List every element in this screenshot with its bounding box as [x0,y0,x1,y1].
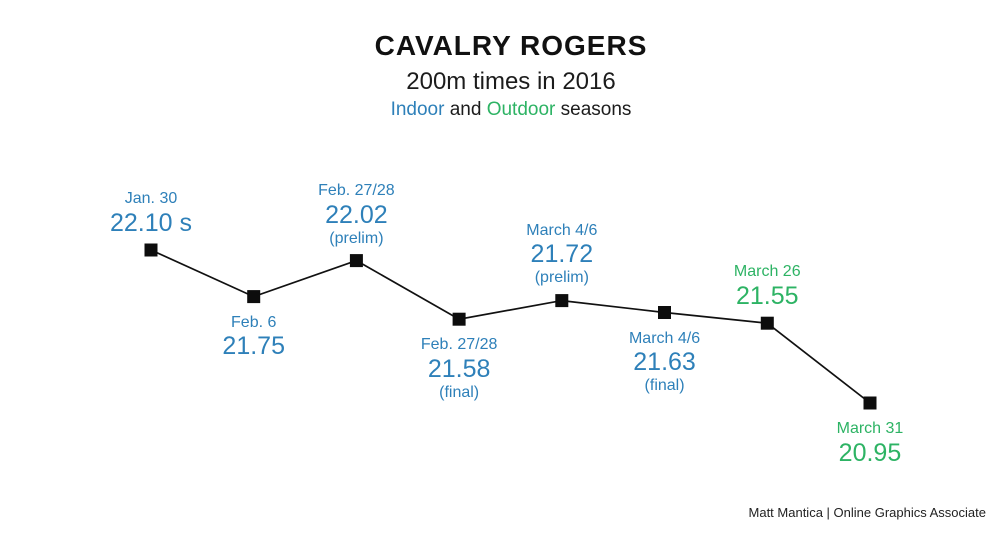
point-label: March 4/6 21.72 (prelim) [526,222,597,288]
point-label: March 26 21.55 [734,263,801,310]
outdoor-season-label: Outdoor [486,98,556,120]
point-value: 22.02 [325,200,388,229]
point-value: 21.58 [427,355,491,384]
chart-subtitle: 200m times in 2016 [406,68,616,96]
point-date: March 31 [836,420,904,437]
credit-line: Matt Mantica | Online Graphics Associate [748,505,986,520]
data-point-marker [349,254,363,268]
data-point-marker [144,243,158,257]
point-value: 22.10 s [109,209,193,237]
point-value: 20.95 [838,438,902,467]
season-note: Indoor and Outdoor seasons [22,99,1000,122]
point-value: 21.72 [530,240,594,269]
point-round: (final) [439,384,480,402]
point-date: Jan. 30 [124,190,178,208]
point-date: March 26 [733,263,801,281]
point-date: Feb. 6 [231,313,277,331]
data-point-marker [452,312,466,326]
point-date: Feb. 27/28 [420,336,498,354]
chart-header: CAVALRY ROGERS 200m times in 2016 Indoor… [0,30,1000,121]
point-value: 21.55 [735,282,799,311]
data-point-marker [555,294,569,308]
indoor-season-label: Indoor [390,98,445,120]
season-note-conjunction: and [449,98,482,120]
point-label: March 31 20.95 [837,420,904,467]
data-point-marker [658,306,671,319]
data-point-marker [863,396,877,410]
point-round: (prelim) [534,269,589,287]
point-date: March 4/6 [628,329,701,347]
point-label: Feb. 27/28 22.02 (prelim) [318,182,395,248]
series-line [150,249,871,404]
point-label: Feb. 27/28 21.58 (final) [421,336,498,402]
chart-title: CAVALRY ROGERS [374,30,648,61]
point-label: Jan. 30 22.10 s [110,190,192,237]
point-date: Feb. 27/28 [318,181,395,199]
point-round: (final) [644,377,685,395]
point-label: Feb. 6 21.75 [222,314,285,361]
data-point-marker [760,316,774,330]
data-point-marker [247,290,261,304]
point-label: March 4/6 21.63 (final) [629,330,700,396]
season-note-suffix: seasons [560,98,632,120]
point-date: March 4/6 [526,221,598,239]
point-value: 21.63 [633,348,696,377]
point-round: (prelim) [329,229,384,247]
point-value: 21.75 [222,332,285,361]
